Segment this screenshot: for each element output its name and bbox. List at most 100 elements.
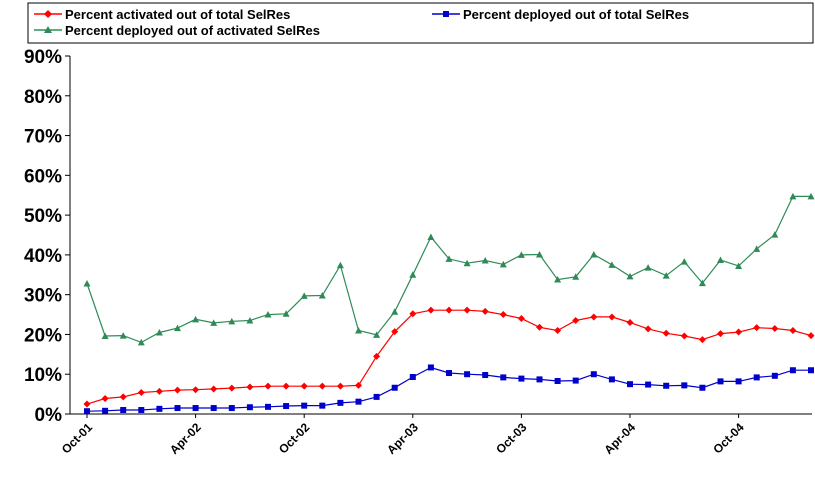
data-point: [590, 250, 598, 258]
data-point: [192, 315, 200, 323]
data-point: [373, 331, 381, 338]
legend-box: [27, 2, 814, 44]
data-point: [355, 398, 362, 405]
data-point: [210, 319, 218, 326]
data-point: [319, 402, 326, 409]
data-point: [282, 310, 290, 317]
data-point: [283, 403, 290, 410]
data-point: [391, 308, 399, 315]
data-point: [680, 332, 688, 340]
data-point: [590, 371, 597, 378]
y-tick-label: 50%: [24, 206, 62, 227]
data-point: [536, 323, 543, 331]
data-point: [409, 310, 417, 318]
y-tick-label: 80%: [24, 87, 62, 108]
data-point: [409, 374, 416, 381]
data-point: [554, 377, 561, 384]
data-point: [536, 250, 543, 258]
data-point: [102, 407, 109, 414]
y-tick-label: 0%: [35, 405, 63, 426]
y-tick-label: 70%: [24, 127, 62, 148]
data-point: [228, 405, 235, 412]
data-point: [698, 336, 706, 344]
y-tick-label: 40%: [24, 246, 62, 267]
data-point: [771, 231, 779, 238]
data-point: [192, 386, 200, 394]
data-point: [808, 367, 814, 374]
data-point: [735, 378, 742, 385]
data-point: [517, 315, 525, 323]
legend-item-1: Percent deployed out of total SelRes: [432, 7, 689, 22]
data-point: [228, 317, 236, 325]
y-tick-label: 60%: [24, 166, 62, 187]
data-point: [264, 311, 272, 318]
data-point: [210, 405, 217, 412]
data-point: [373, 352, 381, 360]
y-tick-label: 90%: [24, 47, 62, 68]
data-point: [300, 292, 308, 299]
series-0: [83, 306, 815, 408]
data-point: [481, 256, 489, 264]
data-point: [536, 376, 543, 383]
data-point: [482, 372, 489, 379]
data-point: [318, 382, 326, 390]
legend-item-2: Percent deployed out of activated SelRes: [34, 23, 320, 38]
data-point: [119, 393, 127, 401]
data-point: [717, 378, 724, 385]
data-point: [282, 382, 290, 390]
data-point: [608, 376, 615, 383]
x-tick-label: Apr-04: [601, 420, 638, 457]
data-point: [210, 385, 218, 393]
data-point: [83, 400, 91, 408]
y-ticks: 0% 10% 20% 30% 40% 50% 60% 70% 80% 90%: [24, 47, 70, 426]
data-point: [174, 324, 181, 332]
x-tick-label: Oct-01: [59, 420, 96, 457]
data-point: [662, 272, 670, 279]
data-point: [373, 393, 380, 400]
legend-label-2: Percent deployed out of activated SelRes: [65, 23, 320, 38]
data-point: [101, 394, 109, 402]
data-point: [355, 326, 362, 334]
data-point: [83, 280, 91, 287]
data-point: [626, 319, 634, 327]
data-point: [717, 330, 724, 338]
data-point: [336, 261, 344, 269]
data-point: [627, 381, 633, 388]
data-point: [445, 255, 453, 262]
data-point: [572, 377, 579, 384]
x-ticks: Oct-01 Apr-02 Oct-02 Apr-03 Oct-03 Apr-04 Oct-…: [59, 414, 747, 457]
x-tick-label: Apr-03: [384, 420, 421, 457]
data-point: [300, 382, 308, 390]
data-point: [445, 306, 453, 314]
data-point: [499, 311, 507, 319]
data-point: [753, 374, 760, 381]
x-tick-label: Oct-02: [276, 420, 313, 457]
data-point: [680, 258, 688, 265]
data-point: [318, 291, 326, 299]
data-point: [464, 371, 471, 378]
data-point: [301, 402, 308, 409]
y-tick-label: 20%: [24, 325, 62, 346]
data-point: [427, 364, 434, 371]
data-point: [717, 256, 724, 264]
data-point: [174, 386, 181, 394]
data-point: [517, 251, 525, 258]
data-point: [681, 382, 688, 389]
data-point: [355, 381, 362, 389]
data-point: [156, 405, 163, 412]
data-point: [500, 374, 507, 381]
data-point: [427, 306, 435, 314]
data-point: [771, 324, 779, 332]
data-point: [699, 384, 706, 391]
x-tick-label: Oct-04: [710, 420, 747, 457]
x-tick-label: Oct-03: [493, 420, 530, 457]
data-point: [644, 264, 652, 271]
data-point: [698, 279, 706, 287]
x-tick-label: Apr-02: [167, 420, 204, 457]
data-point: [735, 328, 743, 336]
data-point: [137, 338, 145, 346]
data-point: [789, 367, 796, 374]
data-point: [572, 273, 580, 280]
data-point: [246, 404, 253, 411]
data-point: [264, 382, 272, 390]
